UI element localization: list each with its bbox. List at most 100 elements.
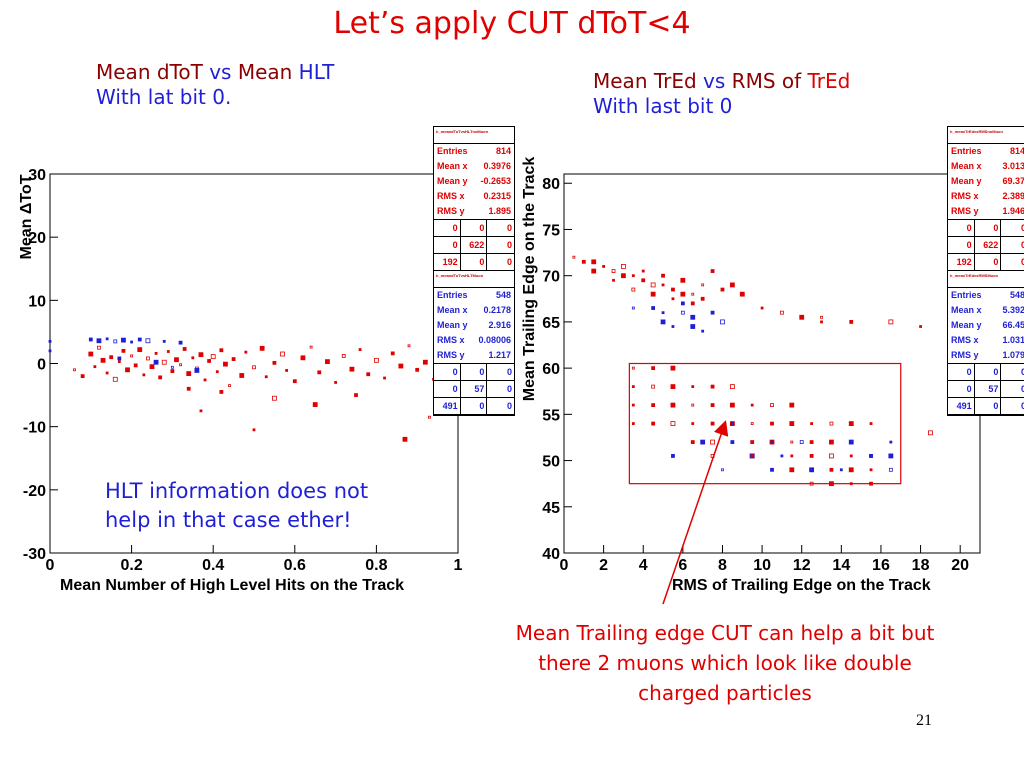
data-point bbox=[770, 403, 774, 407]
data-point bbox=[690, 440, 695, 444]
data-point bbox=[428, 415, 431, 419]
data-point bbox=[223, 361, 228, 367]
data-point bbox=[660, 319, 666, 325]
data-point bbox=[285, 369, 289, 372]
data-point bbox=[750, 403, 754, 407]
y-tick-label: 65 bbox=[542, 315, 560, 332]
stats-row: Mean y -0.2653 bbox=[434, 174, 514, 189]
left-subtitle-line2: With lat bit 0. bbox=[96, 85, 232, 109]
data-point bbox=[611, 269, 616, 273]
data-point bbox=[749, 453, 755, 459]
data-point bbox=[829, 467, 834, 472]
left-subtitle-part: Mean bbox=[237, 60, 299, 84]
data-point bbox=[112, 376, 118, 382]
data-point bbox=[829, 421, 834, 426]
data-point bbox=[207, 359, 212, 363]
right-subtitle-part: Mean TrEd bbox=[593, 69, 704, 93]
data-point bbox=[97, 345, 101, 350]
stats-value: 548 bbox=[1009, 290, 1024, 300]
x-tick-label: 10 bbox=[753, 557, 771, 574]
data-point bbox=[670, 421, 676, 426]
stats-key: Entries bbox=[437, 290, 468, 300]
data-point bbox=[790, 440, 794, 444]
right-subtitle-part: vs bbox=[703, 69, 732, 93]
data-point bbox=[142, 373, 146, 377]
stats-grid-cell: 0 bbox=[434, 364, 461, 381]
x-tick-label: 20 bbox=[951, 557, 969, 574]
data-point bbox=[820, 320, 823, 324]
stats-grid-cell: 192 bbox=[948, 254, 975, 271]
data-point bbox=[651, 366, 656, 371]
data-point bbox=[849, 482, 853, 486]
stats-key: Mean y bbox=[951, 176, 982, 186]
data-point bbox=[869, 481, 873, 486]
data-point bbox=[105, 371, 109, 375]
data-point bbox=[572, 255, 576, 259]
left-stats-box-blue: h_meandToTvsHLTMuon Entries 548 Mean x 0.217… bbox=[433, 270, 515, 416]
data-point bbox=[341, 354, 346, 358]
stats-grid-cell: 0 bbox=[948, 381, 975, 398]
stats-grid-cell: 0 bbox=[948, 364, 975, 381]
x-tick-label: 0.2 bbox=[120, 557, 142, 574]
data-point bbox=[869, 468, 873, 472]
data-point bbox=[710, 439, 715, 445]
data-point bbox=[849, 320, 854, 324]
data-point bbox=[373, 357, 379, 363]
data-point bbox=[829, 481, 834, 487]
stats-key: Mean x bbox=[951, 305, 982, 315]
data-point bbox=[162, 339, 166, 343]
data-point bbox=[848, 467, 854, 473]
data-point bbox=[848, 421, 854, 426]
stats-key: Mean x bbox=[437, 305, 468, 315]
data-point bbox=[182, 347, 187, 351]
data-point bbox=[153, 359, 159, 365]
data-point bbox=[272, 360, 277, 365]
data-point bbox=[670, 384, 676, 390]
data-point bbox=[280, 351, 285, 357]
stats-value: 0.2315 bbox=[483, 191, 511, 201]
data-point bbox=[780, 454, 784, 458]
stats-row: RMS x 0.2315 bbox=[434, 189, 514, 204]
x-tick-label: 16 bbox=[872, 557, 890, 574]
data-point bbox=[729, 282, 735, 288]
left-note-line1: HLT information does not bbox=[105, 479, 369, 503]
right-note-line3: charged particles bbox=[638, 681, 812, 705]
data-point bbox=[631, 274, 635, 278]
data-point bbox=[130, 340, 134, 344]
data-point bbox=[739, 291, 745, 297]
data-point bbox=[690, 324, 696, 329]
stats-grid-cell: 0 bbox=[974, 220, 1002, 237]
data-point bbox=[631, 287, 636, 292]
data-point bbox=[869, 422, 873, 425]
x-tick-label: 0 bbox=[46, 557, 55, 574]
stats-key: Mean x bbox=[951, 161, 982, 171]
data-point bbox=[701, 329, 705, 333]
x-tick-label: 1 bbox=[454, 557, 463, 574]
stats-row: Mean x 3.013 bbox=[948, 159, 1024, 174]
left-x-axis-label: Mean Number of High Level Hits on the Tr… bbox=[60, 577, 405, 594]
stats-value: 5.392 bbox=[1002, 305, 1024, 315]
right-y-axis-label: Mean Trailing Edge on the Track bbox=[521, 156, 538, 402]
left-y-axis-label: Mean ΔToT bbox=[18, 174, 35, 260]
data-point bbox=[631, 403, 635, 407]
data-point bbox=[210, 354, 216, 359]
right-plot: 80 75 70 65 60 55 50 45 40 0 2 4 6 8 10 12 14 16 18 20 RMS … bbox=[510, 0, 1010, 600]
data-point bbox=[581, 259, 586, 264]
stats-value: 0.08006 bbox=[478, 335, 511, 345]
data-point bbox=[799, 440, 804, 444]
stats-row: RMS y 1.079 bbox=[948, 348, 1024, 363]
stats-value: 1.895 bbox=[488, 206, 511, 216]
data-point bbox=[199, 409, 203, 413]
data-point bbox=[349, 366, 355, 372]
stats-grid-cell: 0 bbox=[1001, 254, 1024, 271]
data-point bbox=[680, 310, 685, 315]
data-point bbox=[710, 421, 715, 426]
left-subtitle-line1: Mean dToT vs Mean HLT bbox=[96, 60, 334, 85]
x-tick-label: 4 bbox=[639, 557, 648, 574]
right-stats-box-red: h_meanTrEdvsRMSnoMuon Entries 814 Mean x 3.0… bbox=[947, 126, 1024, 272]
y-tick-label: -20 bbox=[23, 483, 46, 500]
data-point bbox=[591, 268, 597, 274]
stats-header: h_meanTrEdvsRMSMuon bbox=[948, 271, 1024, 288]
stats-grid-cell: 0 bbox=[460, 364, 488, 381]
data-point bbox=[252, 428, 256, 432]
